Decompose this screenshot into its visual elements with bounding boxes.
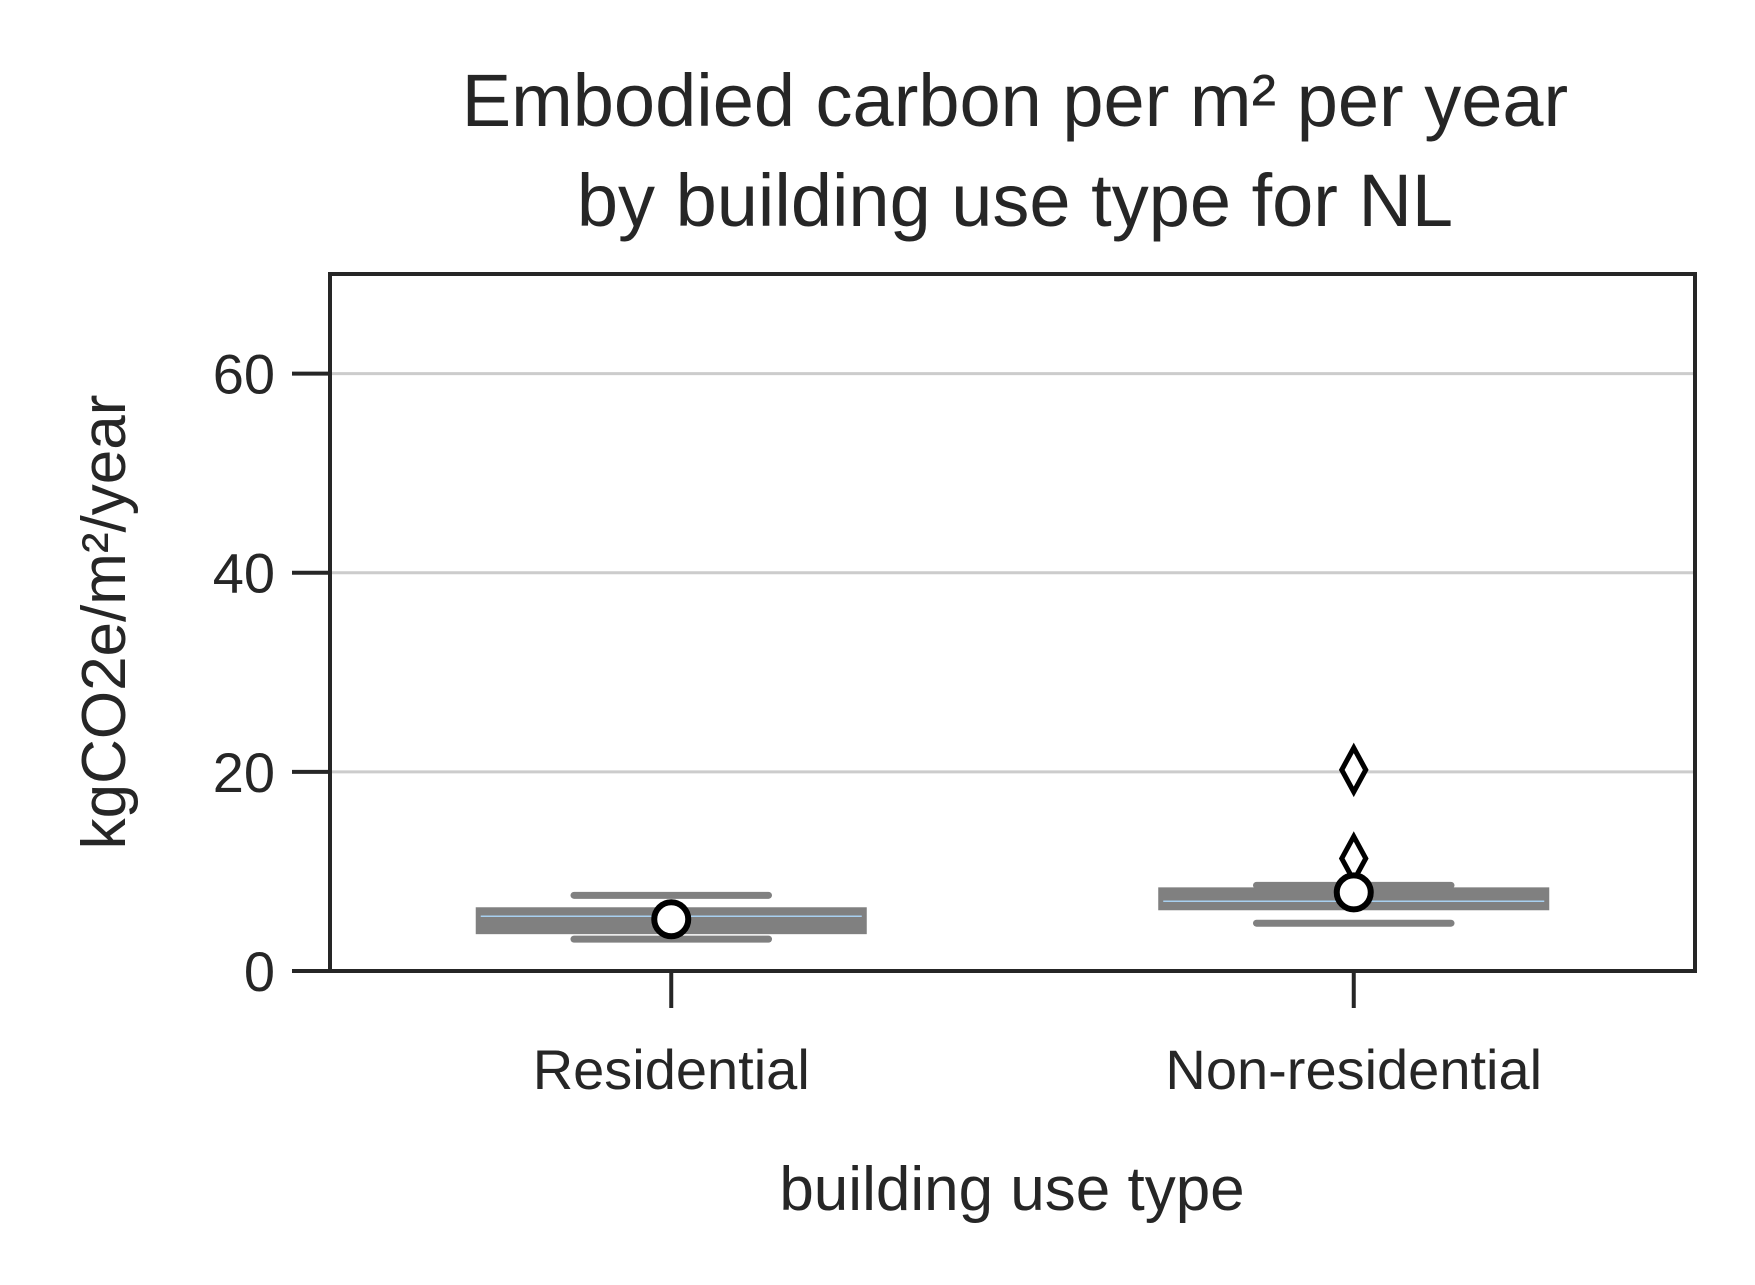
plot-frame [328, 272, 1697, 973]
x-tick-label-1: Non-residential [1165, 1038, 1542, 1101]
box-group-0 [475, 891, 867, 943]
y-axis-label: kgCO2e/m²/year [70, 395, 139, 850]
y-tick-label-40: 40 [213, 542, 275, 605]
y-tick-label-20: 20 [213, 741, 275, 804]
y-tick-label-0: 0 [244, 940, 275, 1003]
x-axis-label: building use type [779, 1155, 1244, 1224]
outlier-1-0 [1338, 742, 1369, 798]
y-axis: 0 20 40 60 [213, 343, 330, 1003]
x-tick-label-0: Residential [533, 1038, 810, 1101]
chart-title-line-2: by building use type for NL [577, 159, 1453, 242]
box-plots [475, 742, 1550, 943]
mean-marker-0 [651, 899, 692, 940]
y-tick-label-60: 60 [213, 343, 275, 406]
x-axis: Residential Non-residential [533, 971, 1542, 1101]
box-group-1 [1158, 742, 1550, 927]
chart-title-line-1: Embodied carbon per m² per year [462, 59, 1568, 142]
grid-lines [330, 372, 1695, 774]
mean-marker-1 [1333, 872, 1374, 913]
